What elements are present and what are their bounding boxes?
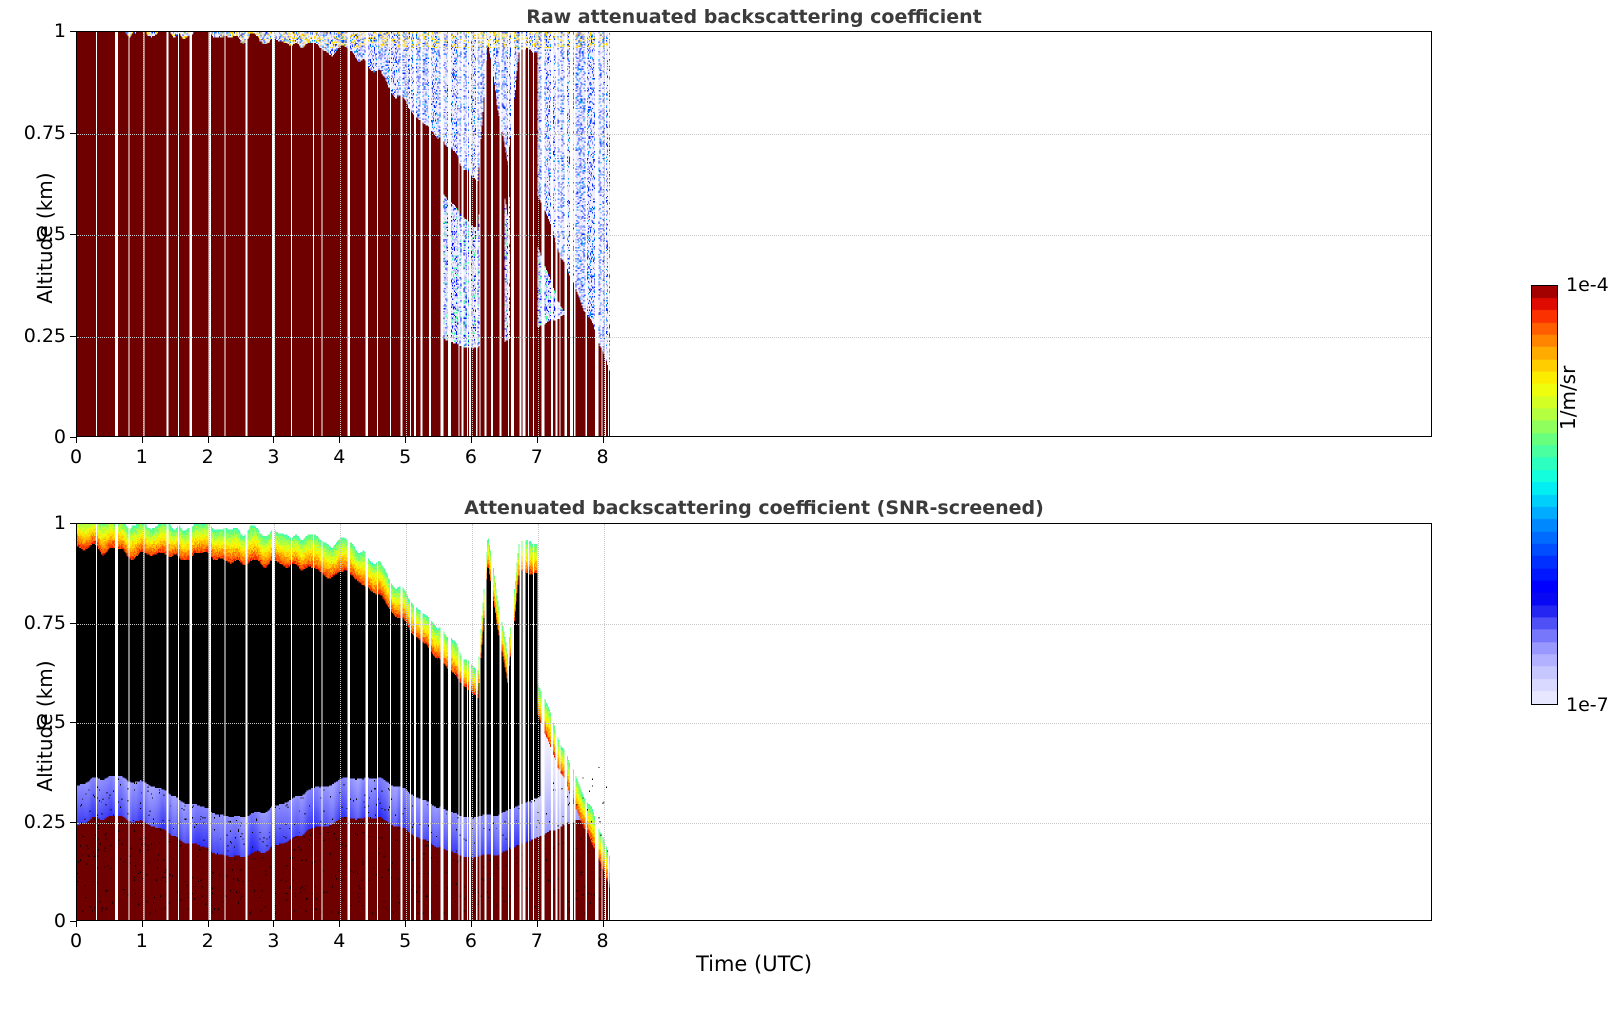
x-tick-label: 5	[399, 446, 412, 468]
x-tick-label: 6	[464, 446, 477, 468]
x-tick-mark	[76, 921, 77, 927]
x-tick-mark	[76, 437, 77, 443]
y-tick-label: 0	[53, 426, 66, 448]
heatmap-panel-raw	[76, 31, 1432, 437]
y-tick-mark	[70, 523, 76, 524]
x-tick-label: 3	[267, 446, 280, 468]
y-tick-label: 1	[53, 20, 66, 42]
x-tick-label: 2	[201, 930, 214, 952]
x-tick-mark	[207, 437, 209, 443]
panel-title-raw: Raw attenuated backscattering coefficien…	[526, 6, 982, 28]
x-tick-mark	[273, 921, 275, 927]
heatmap-image-screened	[77, 524, 610, 920]
x-tick-mark	[536, 921, 538, 927]
x-tick-mark	[470, 437, 472, 443]
x-tick-mark	[536, 437, 538, 443]
heatmap-panel-screened	[76, 523, 1432, 921]
colorbar-min-label: 1e-7	[1566, 694, 1609, 716]
x-tick-mark	[141, 921, 143, 927]
x-tick-mark	[141, 437, 143, 443]
x-tick-mark	[470, 921, 472, 927]
x-tick-label: 0	[69, 446, 83, 468]
y-tick-label: 0.5	[35, 711, 66, 733]
y-tick-mark	[70, 437, 76, 438]
y-tick-mark	[70, 335, 76, 337]
y-tick-mark	[70, 921, 76, 922]
heatmap-plot-area-screened	[77, 524, 1431, 920]
y-tick-label: 0.25	[23, 810, 66, 833]
panel-title-screened: Attenuated backscattering coefficient (S…	[464, 497, 1044, 519]
x-tick-mark	[273, 437, 275, 443]
y-tick-label: 0.25	[23, 324, 66, 347]
colorbar-group: 1e-4 1e-7	[1531, 276, 1609, 715]
y-tick-mark	[70, 821, 76, 823]
x-axis-label: Time (UTC)	[695, 952, 813, 976]
y-tick-mark	[70, 622, 76, 624]
x-tick-label: 4	[333, 446, 346, 468]
x-tick-label: 2	[201, 446, 214, 468]
x-tick-label: 1	[135, 446, 148, 468]
x-tick-mark	[405, 437, 407, 443]
x-tick-label: 8	[596, 930, 609, 952]
y-tick-mark	[70, 234, 76, 235]
y-tick-label: 0	[53, 910, 66, 932]
x-tick-label: 0	[69, 930, 83, 952]
heatmap-plot-area-raw	[77, 32, 1431, 436]
y-tick-label: 1	[53, 512, 66, 534]
x-tick-label: 6	[464, 930, 477, 952]
x-tick-label: 4	[333, 930, 346, 952]
x-tick-mark	[339, 921, 341, 927]
x-tick-label: 7	[530, 930, 543, 952]
x-tick-mark	[405, 921, 407, 927]
colorbar-unit-label: 1/m/sr	[1556, 365, 1580, 430]
x-tick-label: 1	[135, 930, 148, 952]
x-tick-label: 3	[267, 930, 280, 952]
colorbar-gradient	[1531, 285, 1558, 705]
y-tick-mark	[70, 132, 76, 134]
y-tick-label: 0.75	[23, 121, 66, 144]
colorbar-max-label: 1e-4	[1566, 274, 1609, 296]
y-tick-mark	[70, 31, 76, 32]
x-tick-mark	[602, 921, 604, 927]
x-tick-mark	[339, 437, 341, 443]
x-tick-mark	[602, 437, 604, 443]
x-tick-label: 5	[399, 930, 412, 952]
y-tick-label: 0.75	[23, 611, 66, 634]
y-tick-mark	[70, 722, 76, 723]
heatmap-image-raw	[77, 32, 610, 436]
y-tick-label: 0.5	[35, 223, 66, 245]
x-tick-label: 8	[596, 446, 609, 468]
x-tick-mark	[207, 921, 209, 927]
x-tick-label: 7	[530, 446, 543, 468]
